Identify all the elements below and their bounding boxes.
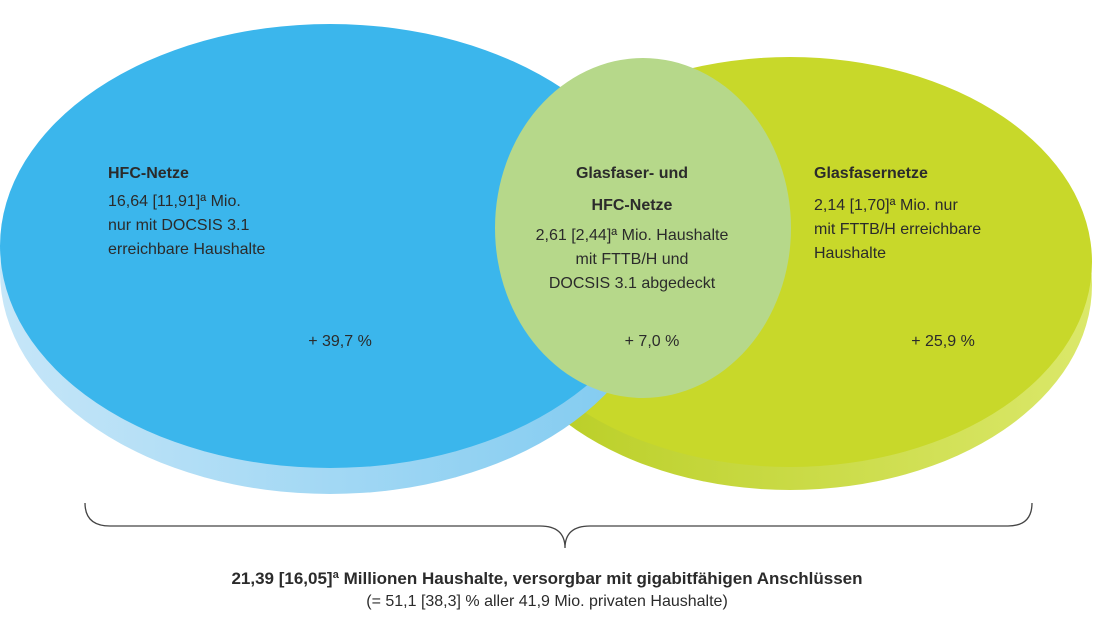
left-line: erreichbare Haushalte — [108, 241, 266, 258]
right-change: + 25,9 % — [911, 333, 975, 350]
right-title: Glasfasernetze — [814, 165, 928, 182]
right-line: Haushalte — [814, 245, 886, 262]
left-change: + 39,7 % — [308, 333, 372, 350]
left-line: nur mit DOCSIS 3.1 — [108, 217, 249, 234]
middle-change: + 7,0 % — [625, 333, 680, 350]
middle-line: DOCSIS 3.1 abgedeckt — [549, 275, 716, 292]
brace — [84, 502, 1033, 549]
left-title: HFC-Netze — [108, 165, 189, 182]
middle-title: HFC-Netze — [592, 197, 673, 214]
right-line: mit FTTB/H erreichbare — [814, 221, 981, 238]
right-line: 2,14 [1,70]ª Mio. nur — [814, 197, 958, 214]
middle-line: mit FTTB/H und — [576, 251, 689, 268]
left-line: 16,64 [11,91]ª Mio. — [108, 193, 241, 210]
summary-subtitle: (= 51,1 [38,3] % aller 41,9 Mio. private… — [366, 593, 728, 610]
summary-title: 21,39 [16,05]ª Millionen Haushalte, vers… — [231, 569, 862, 588]
overlap — [495, 58, 791, 398]
middle-title: Glasfaser- und — [576, 165, 688, 182]
middle-line: 2,61 [2,44]ª Mio. Haushalte — [536, 227, 729, 244]
blue-ellipse — [0, 24, 660, 468]
labels: HFC-Netze 16,64 [11,91]ª Mio. nur mit DO… — [108, 165, 981, 350]
